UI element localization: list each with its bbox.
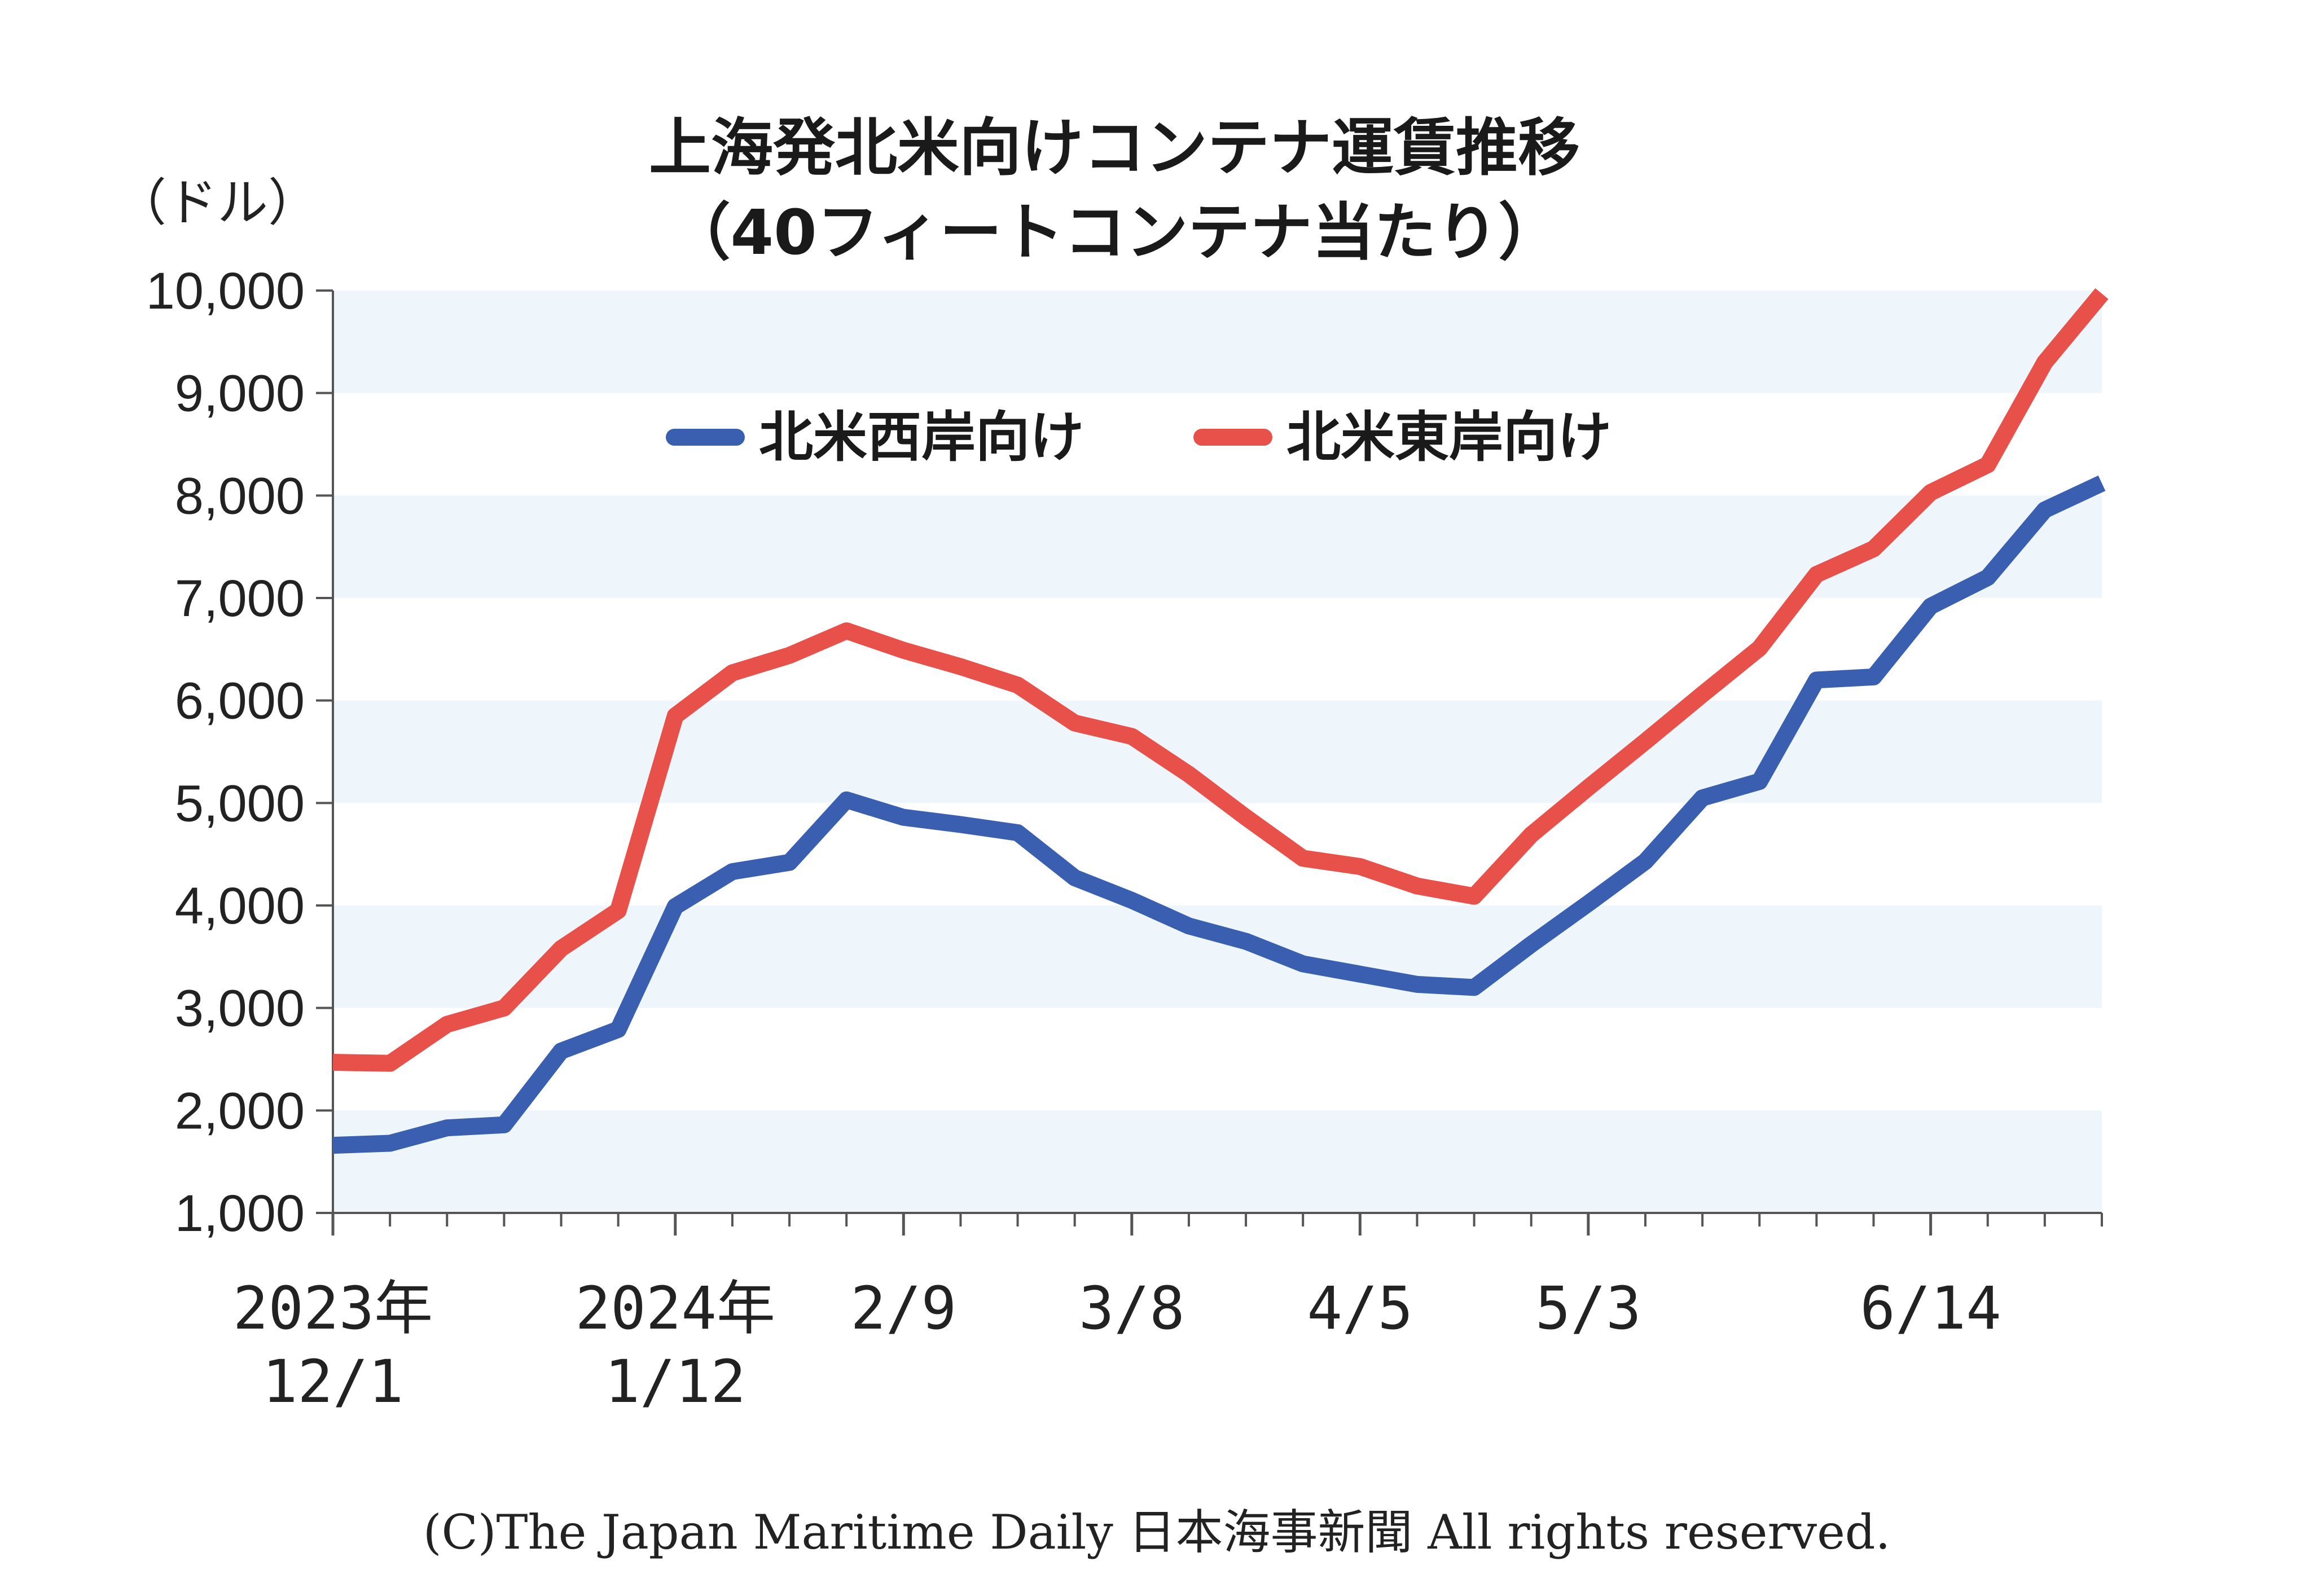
series-line-east: [332, 288, 2109, 1072]
chart-title-line-1: 上海発北米向けコンテナ運賃推移: [649, 112, 1580, 184]
axes: [332, 291, 2102, 1214]
x-tick-label: 1/12: [605, 1347, 746, 1416]
background-band: [333, 495, 2102, 598]
x-tick-label: 6/14: [1860, 1274, 2001, 1343]
y-tick-label: 7,000: [175, 570, 305, 627]
copyright-notice: (C)The Japan Maritime Daily 日本海事新聞 All r…: [423, 1505, 1891, 1560]
x-tick-label: 3/8: [1079, 1274, 1185, 1343]
y-tick-label: 1,000: [175, 1185, 305, 1242]
x-tick-label: 12/1: [262, 1347, 403, 1416]
y-tick-label: 8,000: [175, 467, 305, 525]
legend: 北米西岸向け 北米東岸向け: [666, 406, 1612, 469]
y-tick-label: 10,000: [146, 262, 305, 320]
y-tick-label: 9,000: [175, 365, 305, 423]
y-tick-label: 4,000: [175, 877, 305, 935]
series-line-west: [332, 475, 2106, 1154]
chart-title-line-2: （40フィートコンテナ当たり）: [669, 196, 1561, 269]
background-band: [333, 1110, 2102, 1213]
legend-label-east: 北米東岸向け: [1286, 406, 1612, 469]
series-lines: [332, 288, 2109, 1154]
y-axis-label: （ドル）: [116, 175, 319, 231]
legend-label-west: 北米西岸向け: [759, 406, 1084, 469]
background-bands: [333, 291, 2102, 1213]
y-axis-ticks: 1,000 2,000 3,000 4,000 5,000 6,000 7,000 8,000…: [146, 262, 333, 1242]
x-tick-label: 5/3: [1535, 1274, 1641, 1343]
y-tick-label: 5,000: [175, 775, 305, 832]
background-band: [333, 291, 2102, 393]
x-tick-label: 2/9: [850, 1274, 956, 1343]
x-tick-label: 2023年: [233, 1274, 433, 1343]
y-tick-label: 6,000: [175, 672, 305, 730]
x-tick-label: 4/5: [1307, 1274, 1413, 1343]
x-tick-label: 2024年: [576, 1274, 775, 1343]
y-tick-label: 3,000: [175, 980, 305, 1037]
y-tick-label: 2,000: [175, 1082, 305, 1140]
